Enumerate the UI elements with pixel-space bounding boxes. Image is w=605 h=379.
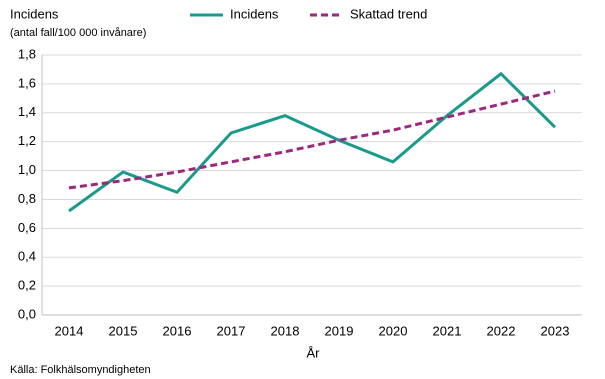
y-tick-label: 1,8 — [18, 46, 36, 61]
legend-label: Skattad trend — [350, 6, 427, 21]
x-tick-label: 2015 — [109, 323, 138, 338]
x-tick-label: 2021 — [433, 323, 462, 338]
y-tick-label: 0,4 — [18, 249, 36, 264]
chart-title: Incidens — [10, 6, 59, 21]
series-line — [68, 89, 556, 190]
source-note: Källa: Folkhälsomyndigheten — [10, 364, 151, 376]
y-tick-label: 1,4 — [18, 104, 36, 119]
y-tick-label: 0,6 — [18, 220, 36, 235]
y-tick-label: 0,2 — [18, 278, 36, 293]
series-line — [68, 71, 557, 213]
y-tick-label: 0,0 — [18, 306, 36, 321]
y-tick-label: 1,6 — [18, 75, 36, 90]
y-tick-label: 1,0 — [18, 162, 36, 177]
y-tick-label: 1,2 — [18, 133, 36, 148]
x-tick-label: 2023 — [541, 323, 570, 338]
x-axis-label: År — [307, 345, 321, 360]
y-tick-label: 0,8 — [18, 191, 36, 206]
x-tick-label: 2022 — [487, 323, 516, 338]
x-tick-label: 2019 — [325, 323, 354, 338]
x-tick-label: 2020 — [379, 323, 408, 338]
chart-subtitle: (antal fall/100 000 invånare) — [10, 27, 146, 39]
x-tick-label: 2014 — [55, 323, 84, 338]
legend-label: Incidens — [230, 6, 279, 21]
x-tick-label: 2018 — [271, 323, 300, 338]
x-tick-label: 2017 — [217, 323, 246, 338]
x-tick-label: 2016 — [163, 323, 192, 338]
